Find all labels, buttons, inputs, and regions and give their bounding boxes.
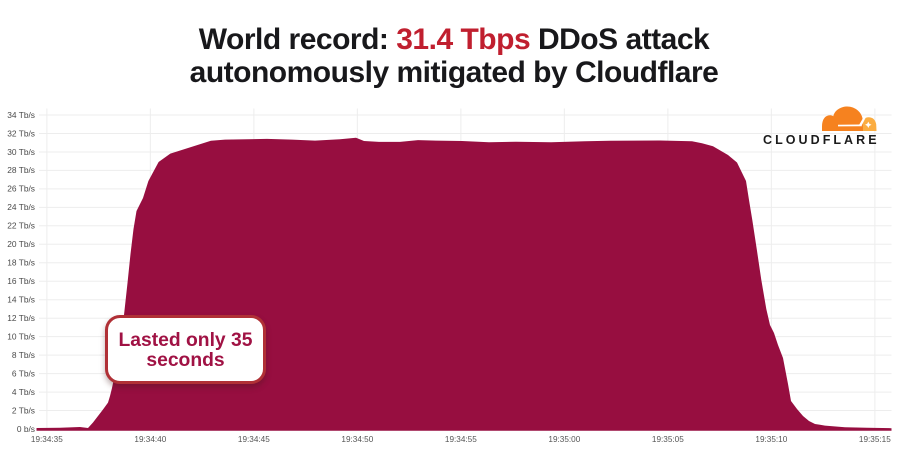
svg-text:24 Tb/s: 24 Tb/s (7, 202, 35, 212)
svg-text:0 b/s: 0 b/s (17, 424, 35, 434)
svg-text:28 Tb/s: 28 Tb/s (7, 165, 35, 175)
svg-text:19:34:40: 19:34:40 (134, 435, 166, 444)
svg-text:4 Tb/s: 4 Tb/s (12, 387, 35, 397)
svg-text:8 Tb/s: 8 Tb/s (12, 350, 35, 360)
svg-text:19:34:50: 19:34:50 (341, 435, 373, 444)
svg-text:19:35:00: 19:35:00 (548, 435, 580, 444)
svg-text:22 Tb/s: 22 Tb/s (7, 221, 35, 231)
svg-text:14 Tb/s: 14 Tb/s (7, 295, 35, 305)
svg-text:10 Tb/s: 10 Tb/s (7, 331, 35, 341)
svg-text:19:35:15: 19:35:15 (859, 435, 891, 444)
svg-text:16 Tb/s: 16 Tb/s (7, 276, 35, 286)
svg-text:32 Tb/s: 32 Tb/s (7, 128, 35, 138)
svg-text:19:34:45: 19:34:45 (238, 435, 270, 444)
svg-text:20 Tb/s: 20 Tb/s (7, 239, 35, 249)
svg-text:30 Tb/s: 30 Tb/s (7, 147, 35, 157)
svg-text:26 Tb/s: 26 Tb/s (7, 184, 35, 194)
svg-text:34 Tb/s: 34 Tb/s (7, 110, 35, 120)
svg-text:12 Tb/s: 12 Tb/s (7, 313, 35, 323)
svg-text:19:35:05: 19:35:05 (652, 435, 684, 444)
svg-text:18 Tb/s: 18 Tb/s (7, 258, 35, 268)
svg-text:2 Tb/s: 2 Tb/s (12, 405, 35, 415)
svg-text:19:35:10: 19:35:10 (755, 435, 787, 444)
svg-text:19:34:55: 19:34:55 (445, 435, 477, 444)
svg-text:6 Tb/s: 6 Tb/s (12, 368, 35, 378)
svg-text:19:34:35: 19:34:35 (31, 435, 63, 444)
